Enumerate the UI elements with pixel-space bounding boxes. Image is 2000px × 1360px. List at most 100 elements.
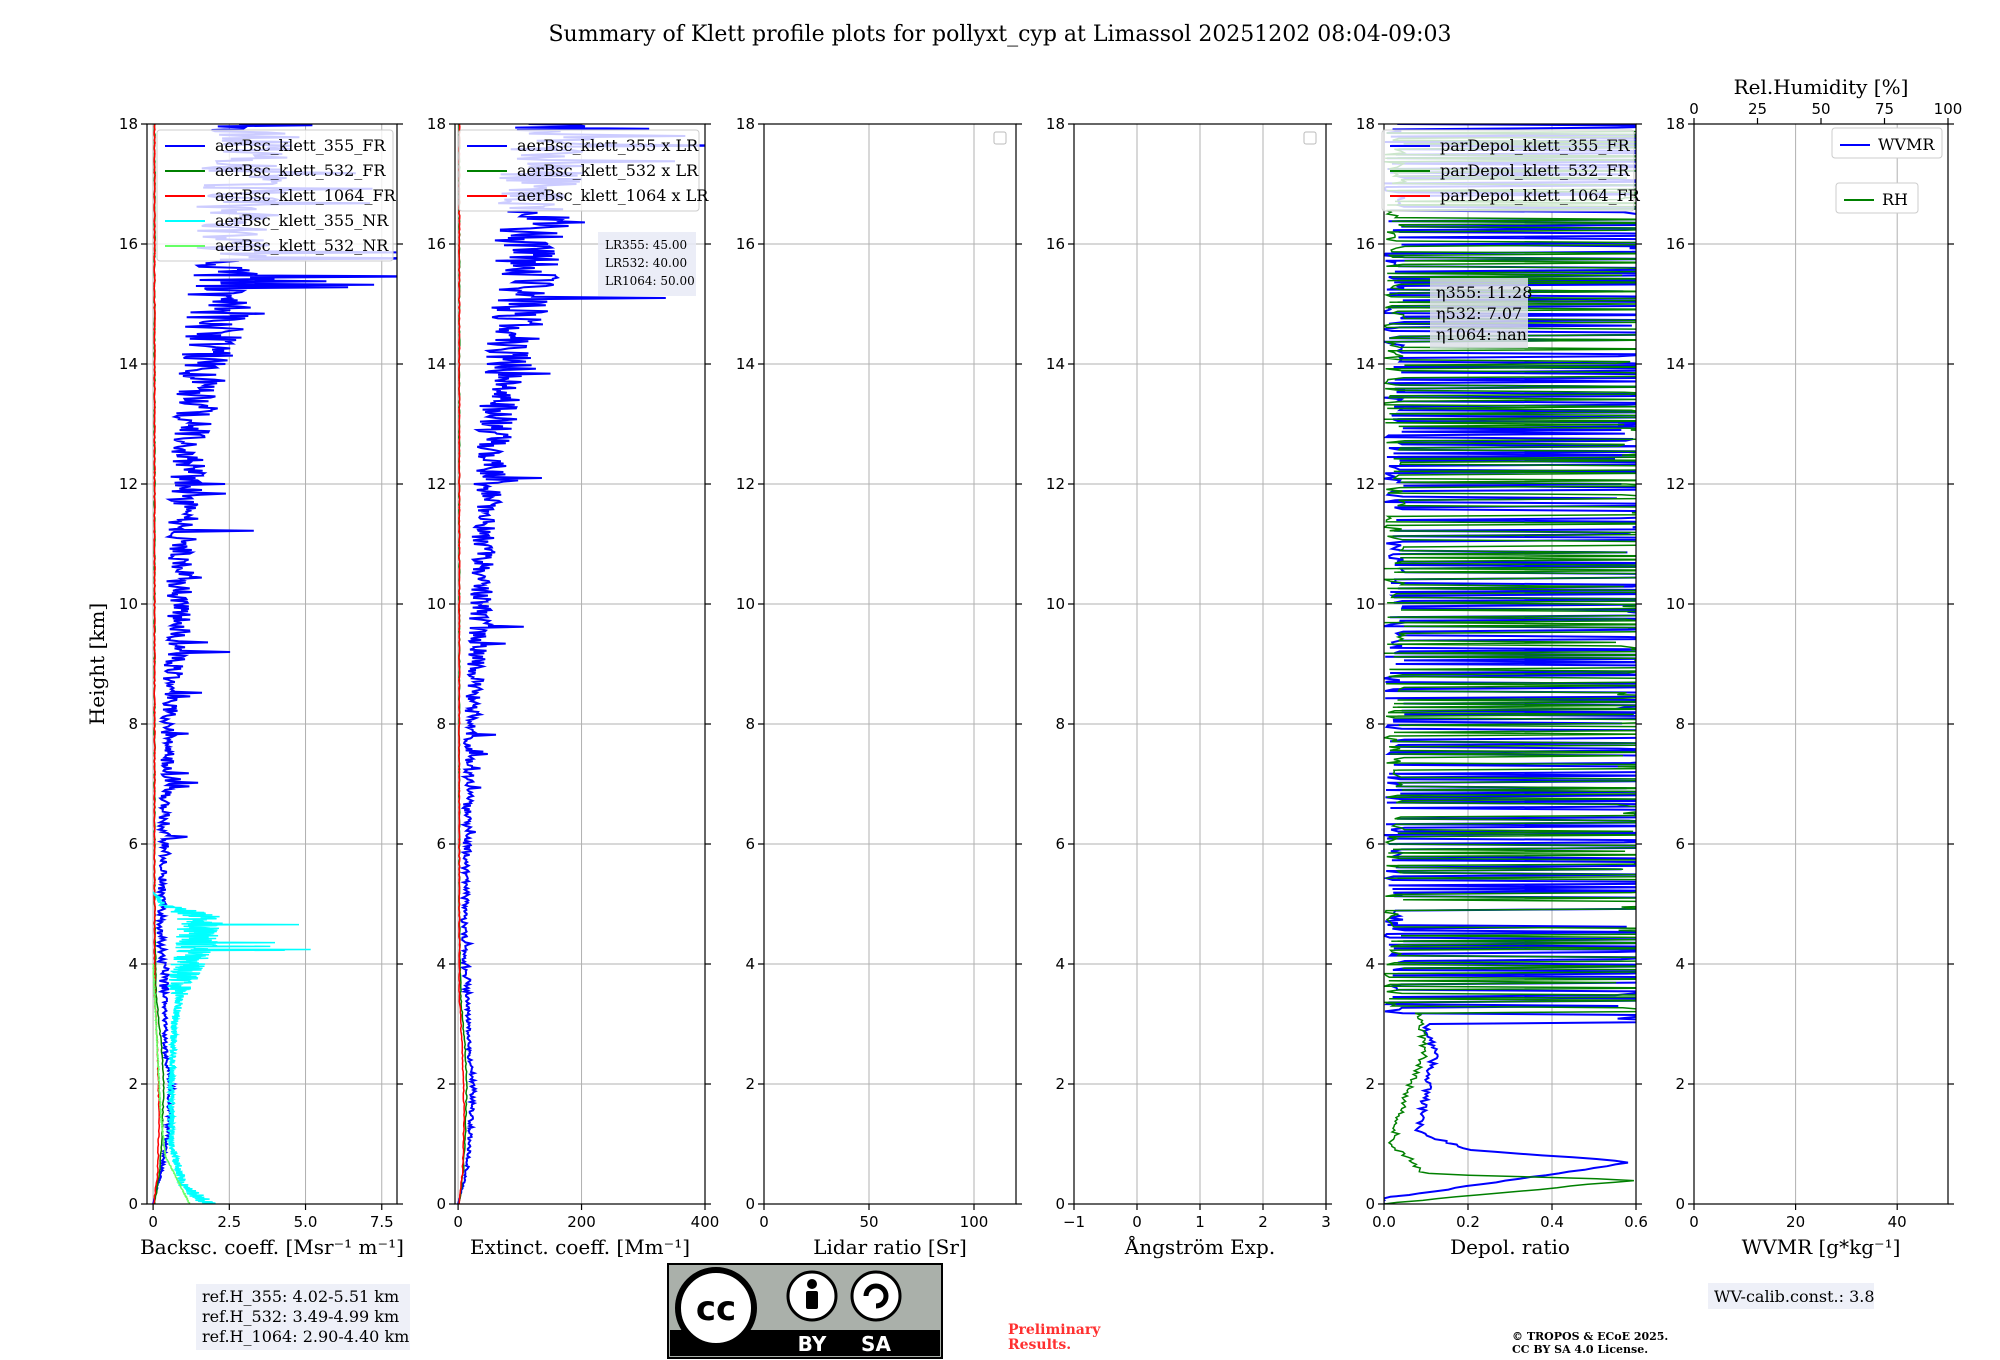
top-tick-label: 0: [1689, 100, 1699, 118]
y-tick-label: 8: [1365, 715, 1375, 733]
axes-frame: [146, 123, 398, 1205]
ref-h-532: ref.H_532: 3.49-4.99 km: [202, 1307, 399, 1326]
y-tick-label: 12: [1356, 475, 1375, 493]
y-tick-label: 12: [1046, 475, 1065, 493]
empty-legend: [993, 131, 1007, 145]
top-axis-label: Rel.Humidity [%]: [1734, 75, 1909, 99]
ref-h-1064: ref.H_1064: 2.90-4.40 km: [202, 1327, 409, 1346]
y-tick-label: 8: [745, 715, 755, 733]
y-tick-label: 10: [119, 595, 138, 613]
y-tick-label: 10: [736, 595, 755, 613]
legend-label: aerBsc_klett_355 x LR: [517, 136, 699, 155]
preliminary-line-1: Preliminary: [1008, 1322, 1101, 1338]
eta1064-text: η1064: nan: [1436, 325, 1527, 344]
by-person-head: [807, 1279, 817, 1289]
y-tick-label: 2: [436, 1075, 446, 1093]
series-line-aerBsc_klett_532_FR: [153, 124, 165, 1204]
series-line-parDepol_klett_355_FR: [1384, 124, 1636, 1204]
y-tick-label: 4: [1675, 955, 1685, 973]
y-tick-label: 8: [436, 715, 446, 733]
top-tick-label: 100: [1934, 100, 1963, 118]
x-tick-label: 3: [1321, 1213, 1331, 1231]
y-tick-label: 6: [1675, 835, 1685, 853]
cc-text: cc: [696, 1289, 736, 1329]
y-tick-label: 4: [128, 955, 138, 973]
y-tick-label: 18: [1046, 115, 1065, 133]
x-tick-label: 400: [691, 1213, 720, 1231]
y-tick-label: 14: [119, 355, 138, 373]
y-tick-label: 16: [427, 235, 446, 253]
figure-title: Summary of Klett profile plots for polly…: [548, 22, 1452, 47]
axes-frame: [1383, 123, 1637, 1205]
y-tick-label: 12: [427, 475, 446, 493]
y-tick-label: 12: [736, 475, 755, 493]
x-tick-label: 0.6: [1624, 1213, 1648, 1231]
y-tick-label: 0: [128, 1195, 138, 1213]
lr532-text: LR532: 40.00: [605, 256, 687, 270]
x-tick-label: 7.5: [370, 1213, 394, 1231]
series-line-parDepol_klett_532_FR: [1384, 130, 1636, 1204]
y-tick-label: 18: [427, 115, 446, 133]
y-tick-label: 10: [1046, 595, 1065, 613]
x-tick-label: 100: [960, 1213, 989, 1231]
ref-h-355: ref.H_355: 4.02-5.51 km: [202, 1287, 399, 1306]
legend-frame: [1381, 129, 1635, 212]
y-tick-label: 0: [1055, 1195, 1065, 1213]
x-tick-label: 2: [1258, 1213, 1268, 1231]
x-tick-label: 0: [1132, 1213, 1142, 1231]
y-tick-label: 4: [1365, 955, 1375, 973]
y-tick-label: 16: [119, 235, 138, 253]
series-line-aerBsc_klett_355 x LR: [457, 124, 705, 1204]
y-tick-label: 8: [128, 715, 138, 733]
x-axis-label: Lidar ratio [Sr]: [813, 1235, 967, 1259]
y-tick-label: 10: [1356, 595, 1375, 613]
legend: WVMR RH: [1831, 127, 1943, 214]
lr1064-text: LR1064: 50.00: [605, 274, 695, 288]
lr355-text: LR355: 45.00: [605, 238, 687, 252]
x-tick-label: 0: [453, 1213, 463, 1231]
by-label: BY: [798, 1332, 827, 1356]
x-tick-label: 1: [1195, 1213, 1205, 1231]
y-tick-label: 14: [427, 355, 446, 373]
y-tick-label: 16: [1356, 235, 1375, 253]
x-tick-label: −1: [1063, 1213, 1085, 1231]
top-tick-label: 25: [1748, 100, 1767, 118]
series-group: [152, 124, 397, 1204]
y-tick-label: 0: [745, 1195, 755, 1213]
x-tick-label: 2.5: [217, 1213, 241, 1231]
y-tick-label: 14: [736, 355, 755, 373]
panel-depol: 0.0 0.2 0.4 0.6 0 2 4 6 8 10 12 14 16 18 Depol. ratio p…: [1356, 115, 1648, 1259]
legend-label: WVMR: [1878, 135, 1935, 154]
y-tick-label: 2: [1675, 1075, 1685, 1093]
y-tick-label: 18: [119, 115, 138, 133]
y-tick-label: 0: [1675, 1195, 1685, 1213]
x-tick-label: 5.0: [294, 1213, 318, 1231]
axes-frame: [763, 123, 1017, 1205]
x-axis-label: Extinct. coeff. [Mm⁻¹]: [470, 1235, 690, 1259]
x-tick-label: 20: [1786, 1213, 1805, 1231]
panel-extinction: 0 200 400 0 2 4 6 8 10 12 14 16 18 Extinct. coeff. [M…: [427, 115, 720, 1259]
y-tick-label: 14: [1046, 355, 1065, 373]
legend-label: aerBsc_klett_532 x LR: [517, 161, 699, 180]
sa-share-icon: [850, 1270, 902, 1322]
eta-annotation: η355: 11.28 η532: 7.07 η1064: nan: [1430, 278, 1532, 348]
empty-legend: [1303, 131, 1317, 145]
x-tick-label: 0: [759, 1213, 769, 1231]
legend-label: parDepol_klett_355_FR: [1440, 136, 1631, 155]
y-tick-label: 10: [1666, 595, 1685, 613]
y-tick-label: 18: [736, 115, 755, 133]
legend-label: parDepol_klett_1064_FR: [1440, 186, 1641, 205]
cc-by-sa-badge: cc BY SA: [667, 1263, 943, 1359]
y-tick-label: 0: [436, 1195, 446, 1213]
series-line-aerBsc_klett_1064 x LR: [458, 124, 466, 1204]
x-tick-label: 40: [1888, 1213, 1907, 1231]
x-tick-label: 200: [567, 1213, 596, 1231]
y-tick-label: 16: [1666, 235, 1685, 253]
y-tick-label: 0: [1365, 1195, 1375, 1213]
legend-label: aerBsc_klett_1064 x LR: [517, 186, 709, 205]
eta532-text: η532: 7.07: [1436, 304, 1522, 323]
y-tick-label: 16: [1046, 235, 1065, 253]
x-tick-label: 50: [859, 1213, 878, 1231]
top-tick-label: 75: [1875, 100, 1894, 118]
